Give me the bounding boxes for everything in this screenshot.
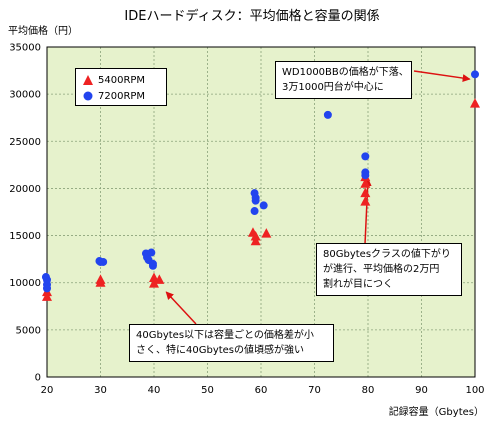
legend-label: 5400RPM bbox=[98, 74, 146, 86]
circle-marker-icon bbox=[83, 91, 93, 101]
triangle-marker-icon bbox=[83, 75, 93, 85]
data-point-5400rpm bbox=[154, 274, 165, 284]
annotation-line: さく、特に40Gbytesの値頃感が強い bbox=[136, 345, 305, 356]
x-tick-label: 90 bbox=[415, 385, 428, 396]
annotation-arrow-wd bbox=[413, 70, 471, 83]
annotation-arrow-g40 bbox=[165, 291, 197, 325]
data-marks bbox=[41, 70, 480, 301]
legend-item-5400rpm: 5400RPM bbox=[82, 73, 145, 87]
legend-label: 7200RPM bbox=[98, 90, 146, 102]
y-tick-label: 30000 bbox=[9, 90, 41, 101]
y-tick-label: 0 bbox=[35, 373, 41, 384]
annotation-80gbytes: 80Gbytesクラスの値下がり が進行、平均価格の2万円 割れが目につく bbox=[316, 243, 462, 296]
data-point-5400rpm bbox=[360, 187, 371, 198]
data-point-5400rpm bbox=[360, 196, 371, 206]
annotation-line: 3万1000円台が中心に bbox=[282, 82, 384, 93]
data-point-7200rpm bbox=[361, 171, 370, 180]
data-point-7200rpm bbox=[251, 196, 260, 205]
data-point-5400rpm bbox=[360, 178, 371, 188]
y-tick-label: 10000 bbox=[9, 278, 41, 289]
plot-frame bbox=[46, 46, 476, 378]
data-point-7200rpm bbox=[148, 261, 157, 270]
x-tick-label: 40 bbox=[148, 385, 161, 396]
annotation-line: が進行、平均価格の2万円 bbox=[323, 264, 440, 275]
data-point-5400rpm bbox=[149, 278, 159, 288]
legend: 5400RPM 7200RPM bbox=[75, 68, 167, 106]
y-axis-label: 平均価格（円） bbox=[8, 24, 78, 37]
data-point-7200rpm bbox=[323, 110, 332, 119]
x-tick-label: 50 bbox=[201, 385, 214, 396]
y-tick-label: 20000 bbox=[9, 184, 41, 195]
annotation-40gbytes: 40Gbytes以下は容量ごとの価格差が小 さく、特に40Gbytesの値頃感が… bbox=[129, 324, 334, 362]
annotation-arrows bbox=[165, 70, 471, 325]
data-point-7200rpm bbox=[43, 284, 51, 293]
data-point-7200rpm bbox=[99, 257, 108, 266]
data-point-7200rpm bbox=[361, 152, 370, 161]
axis-ticks: 0 5000 10000 15000 20000 25000 30000 35000 20 30 4… bbox=[9, 43, 484, 397]
annotation-line: WD1000BBの価格が下落、 bbox=[282, 67, 409, 78]
chart-title: IDEハードディスク：平均価格と容量の関係 bbox=[124, 8, 379, 24]
data-point-7200rpm bbox=[259, 201, 268, 210]
y-tick-label: 25000 bbox=[9, 137, 41, 148]
data-point-5400rpm bbox=[149, 272, 159, 282]
x-axis-label: 記録容量（Gbytes） bbox=[389, 405, 484, 418]
x-tick-label: 30 bbox=[94, 385, 107, 396]
data-point-5400rpm bbox=[261, 228, 272, 238]
legend-item-7200rpm: 7200RPM bbox=[82, 89, 145, 103]
annotation-line: 割れが目につく bbox=[323, 279, 393, 290]
x-tick-label: 100 bbox=[465, 385, 484, 396]
x-tick-label: 60 bbox=[255, 385, 268, 396]
x-tick-label: 70 bbox=[308, 385, 321, 396]
data-point-7200rpm bbox=[147, 248, 156, 257]
annotation-line: 40Gbytes以下は容量ごとの価格差が小 bbox=[136, 330, 314, 341]
data-point-5400rpm bbox=[470, 98, 480, 108]
y-tick-label: 15000 bbox=[9, 231, 41, 242]
y-tick-label: 5000 bbox=[16, 325, 41, 336]
x-tick-label: 20 bbox=[41, 385, 54, 396]
data-point-5400rpm bbox=[42, 291, 52, 301]
data-point-5400rpm bbox=[95, 277, 106, 287]
data-point-7200rpm bbox=[471, 70, 479, 79]
annotation-arrow-g80 bbox=[363, 178, 372, 245]
data-point-7200rpm bbox=[250, 207, 259, 216]
annotation-wd1000bb: WD1000BBの価格が下落、 3万1000円台が中心に bbox=[275, 61, 412, 99]
data-point-5400rpm bbox=[250, 235, 261, 246]
y-tick-label: 35000 bbox=[9, 43, 41, 54]
annotation-line: 80Gbytesクラスの値下がり bbox=[323, 249, 451, 260]
x-tick-label: 80 bbox=[362, 385, 375, 396]
